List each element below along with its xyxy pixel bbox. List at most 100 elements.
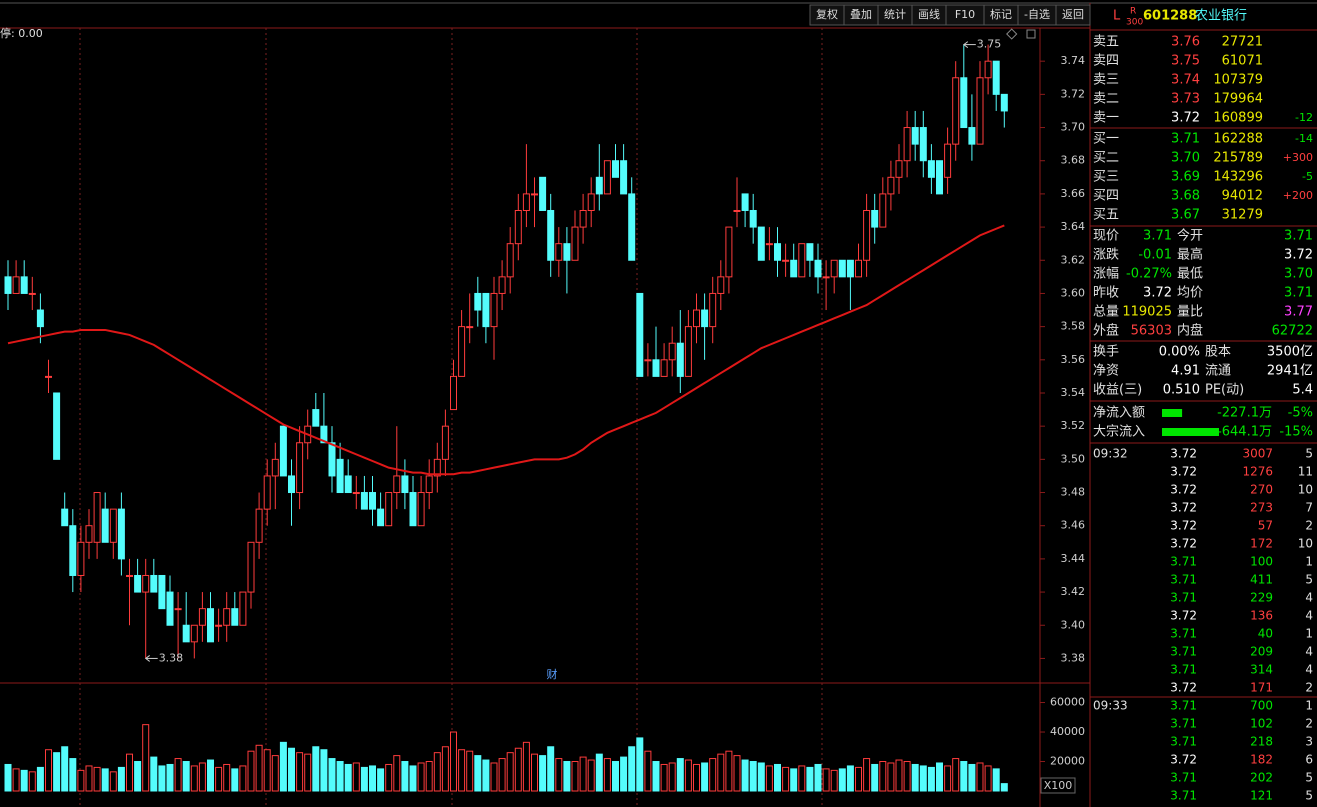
candle-body [717,276,725,294]
volume-bar [190,765,198,792]
toolbar-label: 复权 [816,7,838,21]
candle-body [20,276,28,294]
candle-body [45,375,52,378]
volume-bar [636,737,644,792]
tick-count: 2 [1305,717,1313,731]
volume-bar [288,747,295,792]
volume-bar [174,758,182,792]
tick-count: 3 [1305,735,1313,749]
book-label: 卖三 [1093,73,1119,88]
share-label: 换手 [1093,345,1119,360]
candle-body [320,425,328,444]
volume-bar [401,761,409,792]
y-tick-label: 20000 [1050,755,1085,768]
book-volume: 179964 [1213,92,1263,107]
volume-bar [45,749,52,792]
toolbar-label: 统计 [884,8,906,21]
toolbar-label: 画线 [918,7,940,21]
tick-volume: 102 [1250,717,1273,731]
candle-body [628,193,636,261]
tick-volume: 57 [1258,519,1273,533]
event-marker[interactable]: 财 [547,667,558,681]
candle-body [263,475,271,510]
volume-bar [142,724,150,792]
candle-body [441,425,449,460]
y-tick-label: 3.72 [1061,87,1086,100]
volume-bar [741,759,749,792]
volume-bar [814,763,822,792]
tick-count: 1 [1305,555,1313,569]
candle-body [28,292,36,295]
volume-bar [822,768,830,792]
y-tick-label: 3.48 [1061,486,1086,499]
volume-bar [36,766,44,792]
y-tick-label: 3.62 [1061,253,1086,266]
candle-body [660,359,668,377]
volume-bar [733,755,741,792]
y-tick-label: 3.50 [1061,452,1086,465]
candle-body [790,259,798,278]
candle-body [271,458,279,477]
book-price: 3.67 [1171,208,1200,223]
candle-body [895,160,903,178]
volume-bar [320,749,328,792]
candle-body [506,243,514,278]
candle-body [522,193,530,211]
stat-value: 62722 [1272,324,1313,339]
stat-label: 现价 [1093,229,1119,244]
book-label: 卖四 [1093,54,1119,69]
volume-bar [895,759,903,792]
y-tick-label: 3.52 [1061,419,1086,432]
candle-body [514,209,522,245]
candle-body [944,143,952,178]
candle-body [676,342,684,377]
candle-body [879,193,887,228]
candle-body [474,292,482,311]
tick-price: 3.72 [1170,609,1197,623]
volume-bar [255,744,263,792]
volume-bar [976,762,984,792]
book-label: 卖五 [1093,35,1119,50]
stat-label: 外盘 [1093,323,1119,339]
volume-bar [531,753,538,792]
volume-bar [992,768,1000,792]
volume-bar [344,763,352,792]
volume-bar [660,763,668,792]
badge: R [1130,7,1136,17]
book-label: 买三 [1093,170,1119,185]
stat-value: 3.71 [1284,286,1313,301]
flow-amount: -227.1万 [1217,406,1272,421]
y-tick-label: 3.44 [1061,552,1086,565]
toolbar-button[interactable] [1055,4,1091,26]
stock-name: 农业银行 [1195,9,1247,24]
book-label: 买四 [1093,189,1119,204]
candle-body [603,160,611,195]
candle-body [749,209,757,228]
book-price: 3.69 [1171,170,1200,185]
candle-body [871,209,879,228]
tick-count: 4 [1305,609,1313,623]
volume-bar [846,765,854,792]
candle-body [190,624,198,643]
volume-bar [701,762,709,792]
flow-pct: -15% [1279,425,1313,440]
toolbar-label: F10 [955,8,975,21]
candle-body [166,591,174,626]
candle-body [725,226,733,278]
volume-bar [952,758,960,792]
candle-body [450,375,457,411]
candle-body [4,276,12,294]
volume-bar [61,746,69,792]
volume-bar [709,758,717,792]
y-tick-label: 3.60 [1061,286,1086,299]
candle-body [741,193,749,211]
volume-bar [198,762,206,792]
candle-body [482,292,490,328]
stat-label: 内盘 [1177,323,1203,339]
volume-bar [498,758,506,792]
tick-price: 3.72 [1170,501,1197,515]
candle-body [312,409,320,427]
tick-count: 4 [1305,591,1313,605]
candle-body [693,309,700,328]
annotation-arrowhead [144,655,150,662]
